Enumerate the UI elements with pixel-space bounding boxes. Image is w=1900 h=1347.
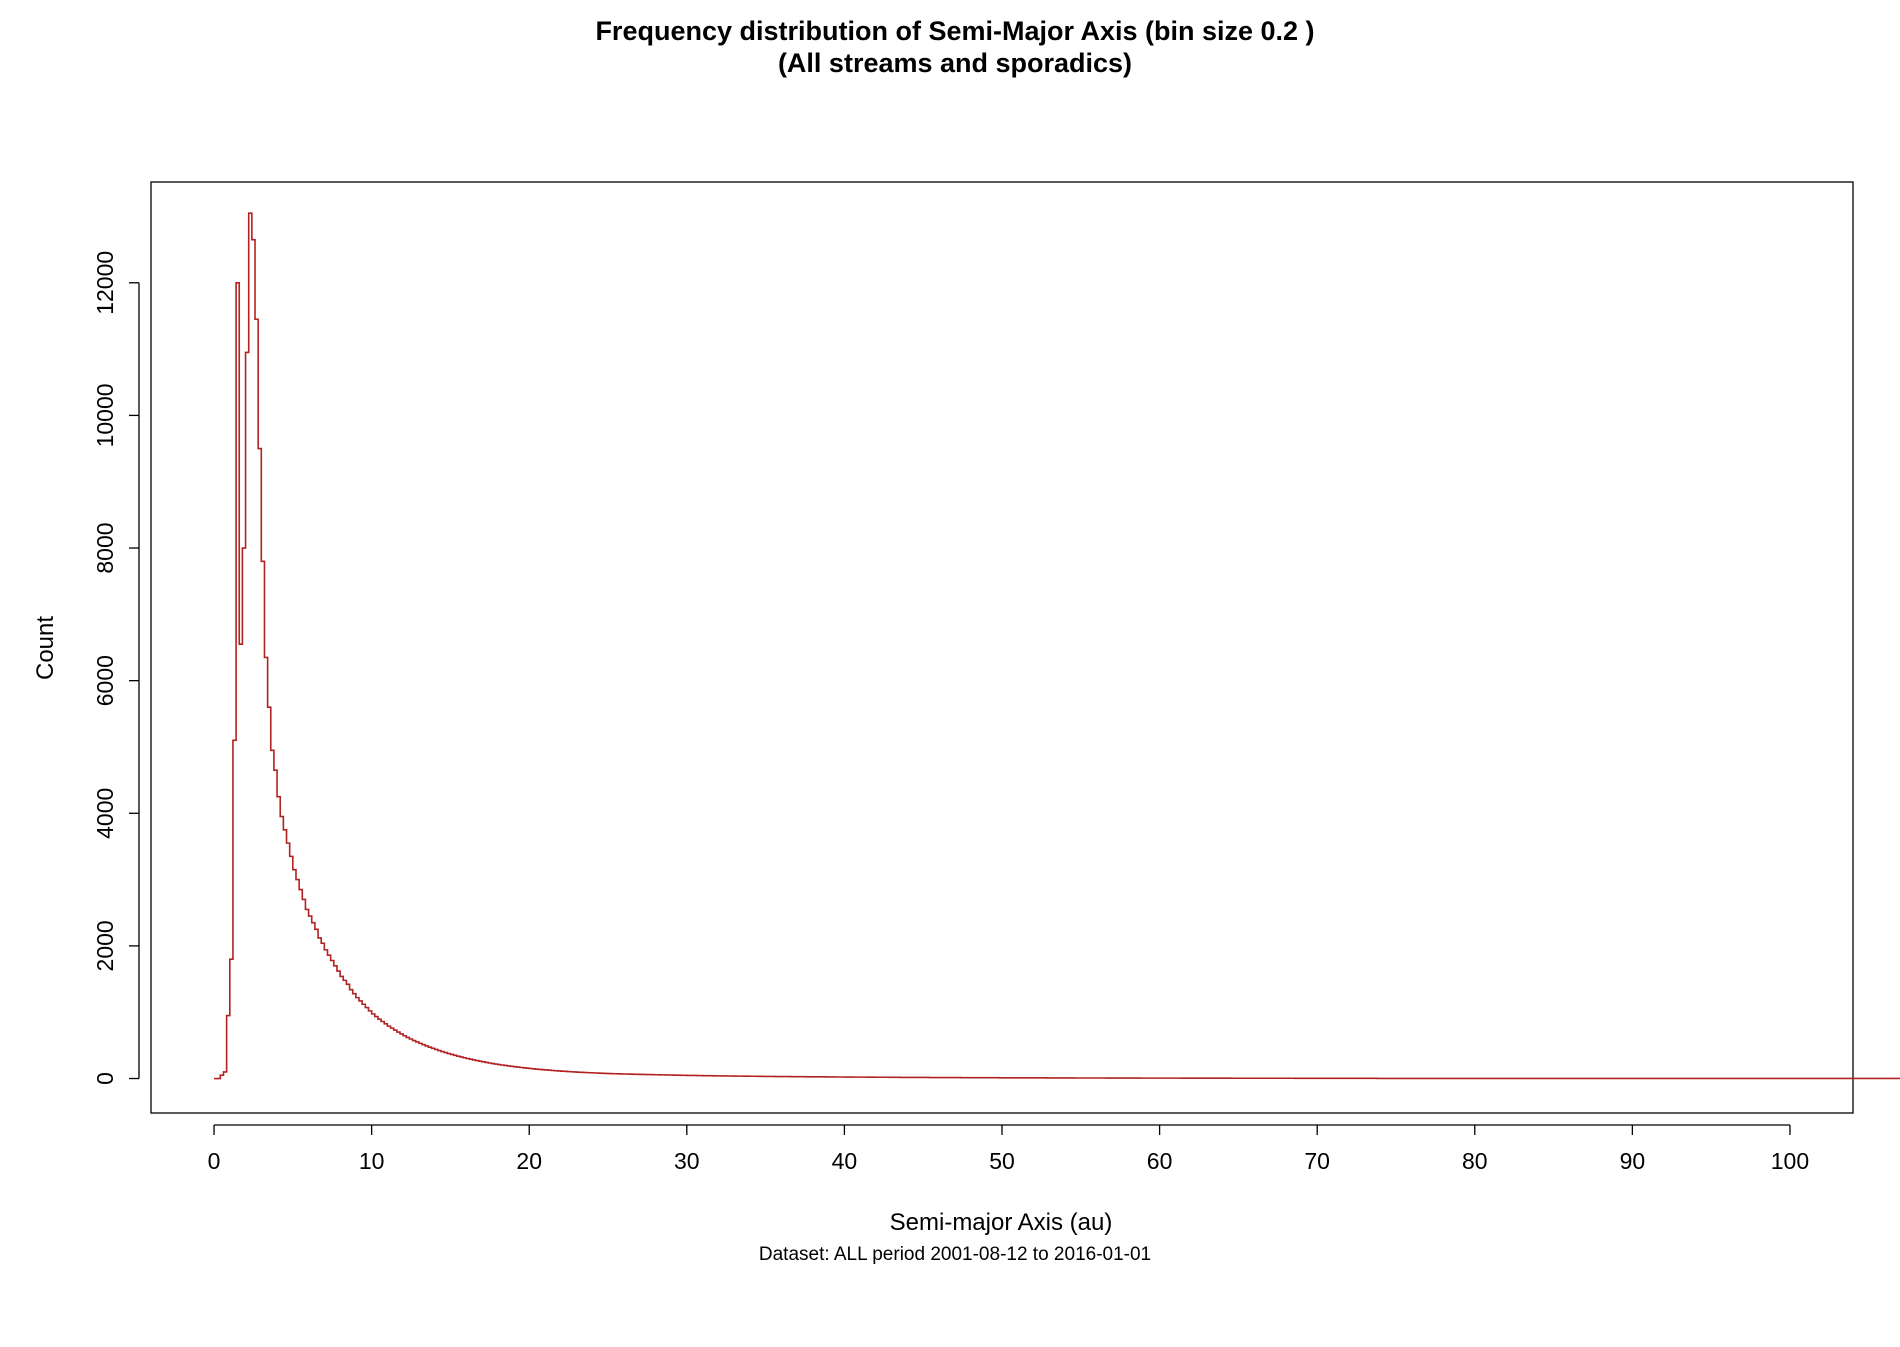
chart-subtitle: (All streams and sporadics)	[778, 48, 1132, 78]
y-axis-label: Count	[32, 616, 59, 680]
y-tick-label: 0	[92, 1072, 118, 1085]
y-tick-label: 10000	[92, 383, 118, 447]
x-tick-label: 80	[1462, 1148, 1488, 1174]
y-tick-label: 6000	[92, 655, 118, 706]
x-tick-label: 30	[674, 1148, 700, 1174]
y-tick-label: 4000	[92, 788, 118, 839]
histogram-step-line	[214, 212, 1900, 1080]
x-tick-label: 50	[989, 1148, 1015, 1174]
x-tick-label: 60	[1147, 1148, 1173, 1174]
dataset-caption: Dataset: ALL period 2001-08-12 to 2016-0…	[759, 1244, 1151, 1265]
x-tick-label: 90	[1620, 1148, 1646, 1174]
x-tick-label: 70	[1304, 1148, 1330, 1174]
x-tick-label: 10	[359, 1148, 385, 1174]
x-axis-label: Semi-major Axis (au)	[890, 1209, 1113, 1236]
chart-title: Frequency distribution of Semi-Major Axi…	[595, 16, 1314, 46]
plot-frame	[150, 181, 1854, 1114]
x-tick-label: 20	[516, 1148, 542, 1174]
x-axis: 0 10 20 30 40 50 60 70 80 90 100	[208, 1124, 1809, 1174]
y-tick-label: 12000	[92, 251, 118, 315]
x-tick-label: 0	[208, 1148, 221, 1174]
y-axis: 0 2000 4000 6000 8000 10000 12000	[92, 251, 140, 1085]
x-tick-label: 40	[832, 1148, 858, 1174]
y-tick-label: 8000	[92, 522, 118, 573]
x-tick-label: 100	[1771, 1148, 1809, 1174]
y-tick-label: 2000	[92, 920, 118, 971]
